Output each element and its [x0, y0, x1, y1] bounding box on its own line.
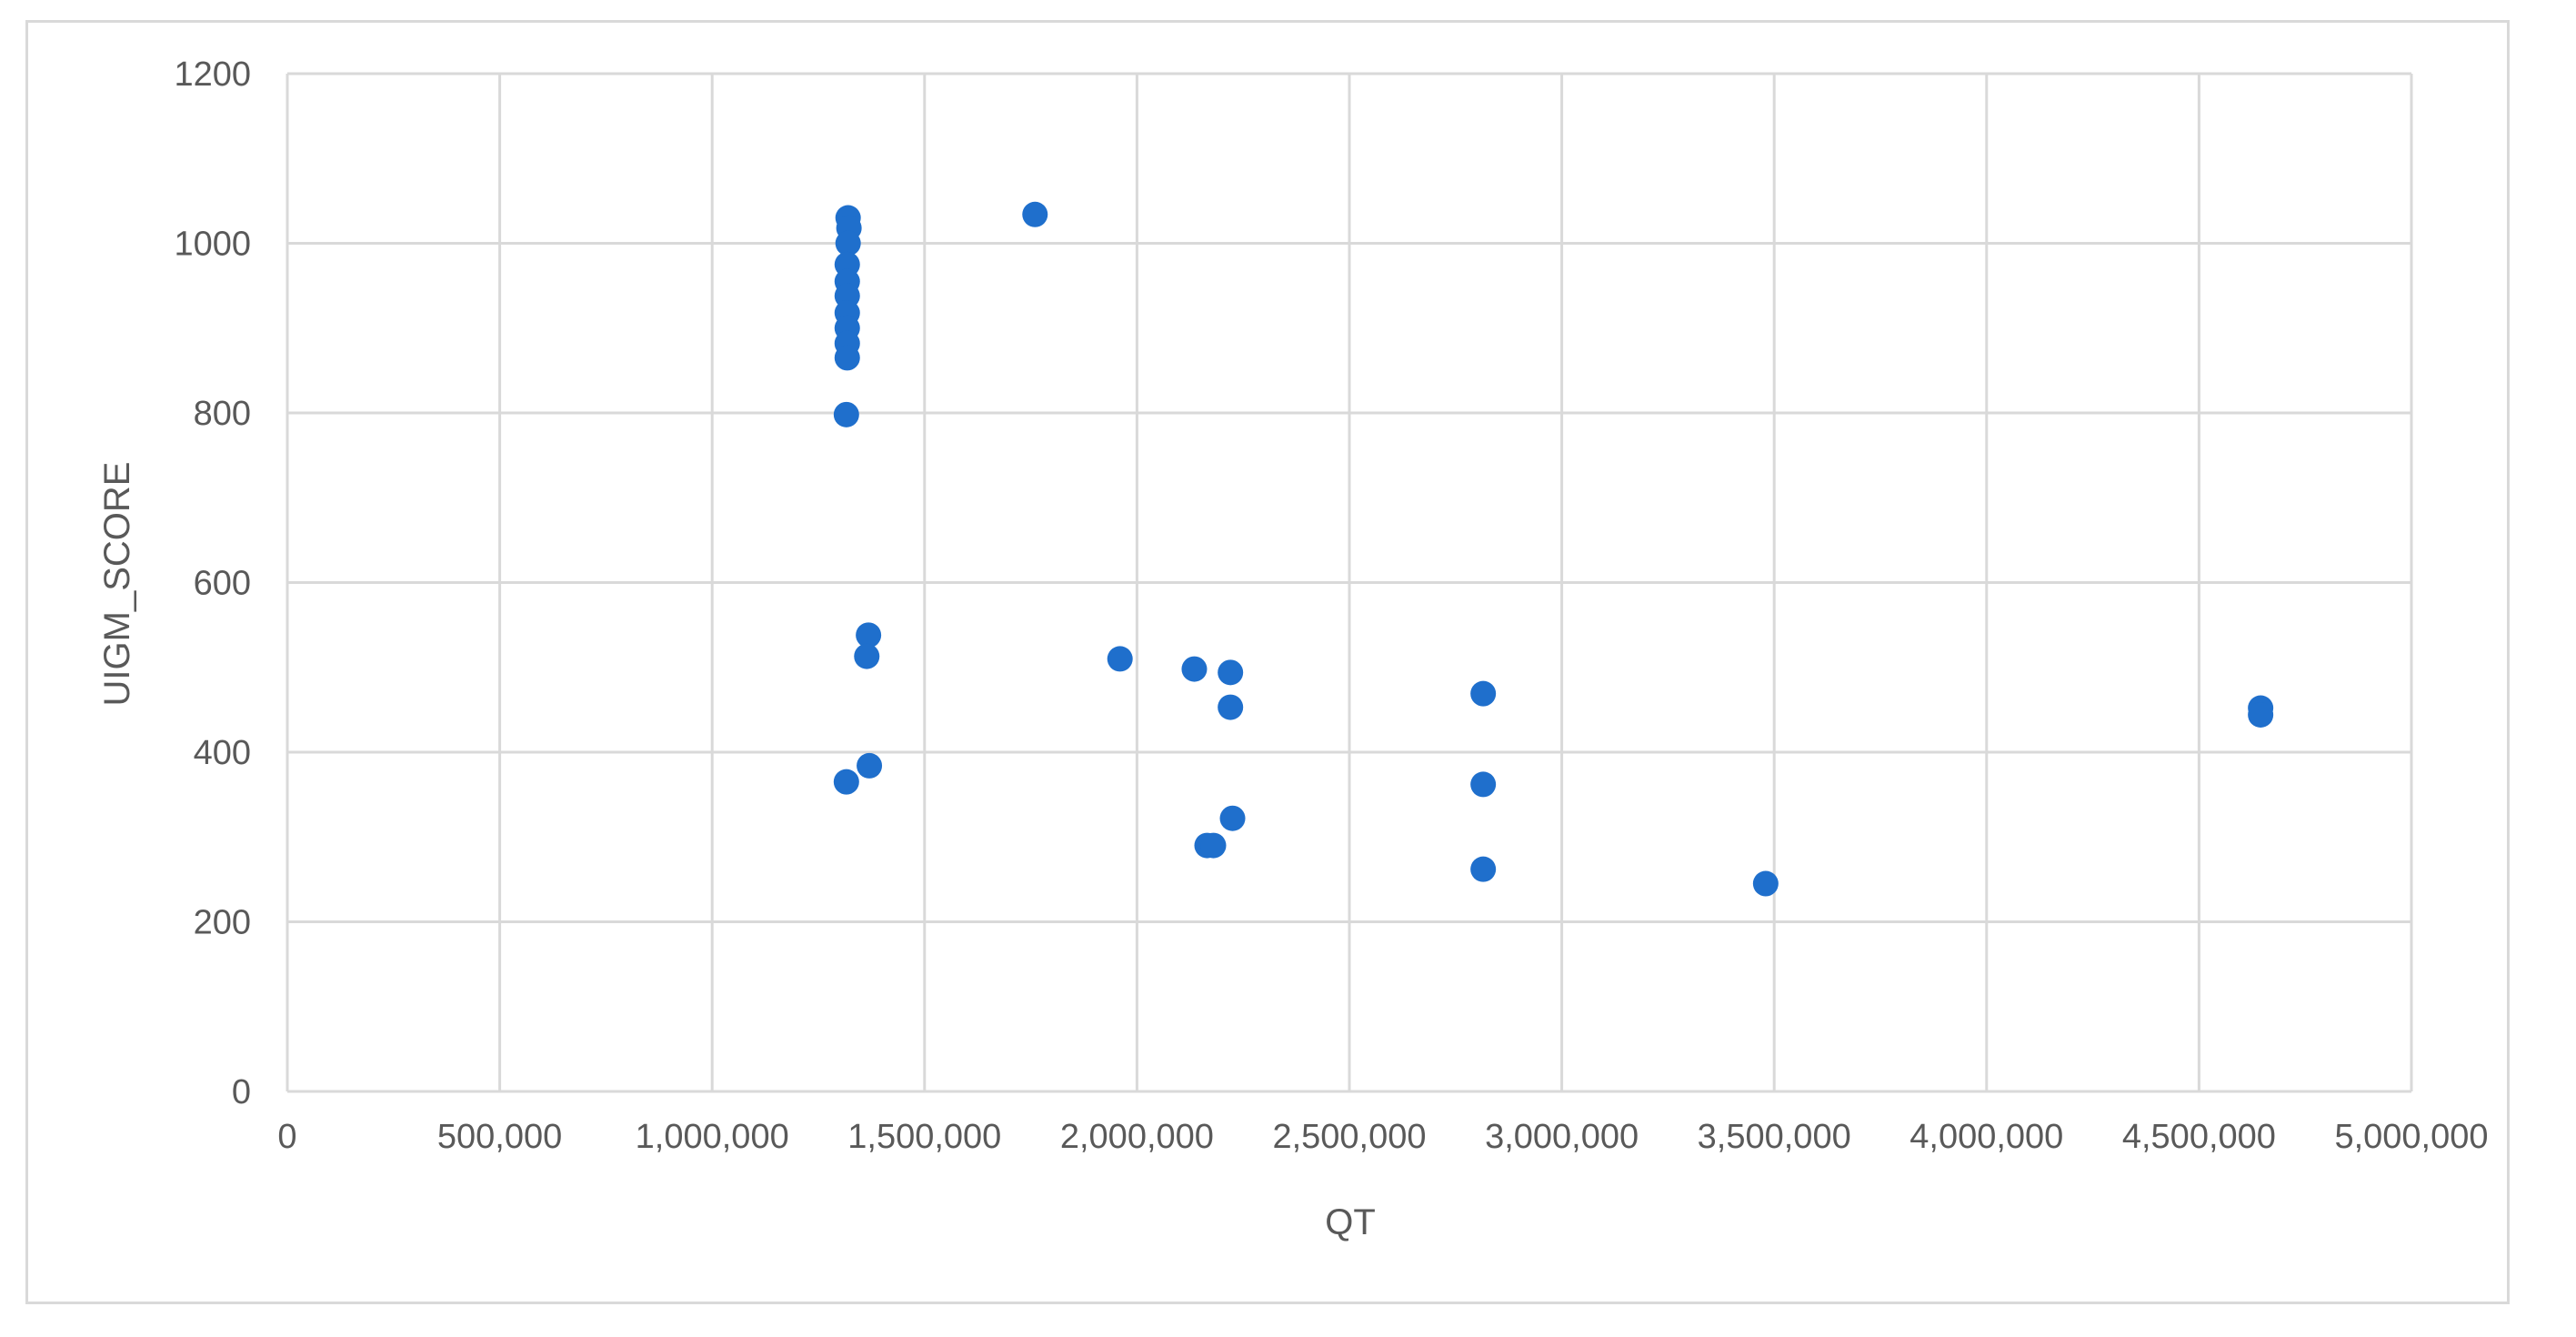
- x-tick-labels: 0 500,000 1,000,000 1,500,000 2,000,000 2,500…: [277, 1118, 2488, 1156]
- data-point: [1022, 201, 1048, 227]
- data-points: [833, 201, 2274, 897]
- y-tick-label: 400: [194, 734, 251, 772]
- y-axis-title: UIGM_SCORE: [97, 462, 137, 707]
- y-tick-labels: 0 200 400 600 800 1000 1200: [174, 55, 251, 1111]
- data-point: [1752, 870, 1779, 897]
- data-point: [856, 622, 882, 648]
- data-point: [854, 643, 880, 669]
- x-tick-label: 0: [277, 1118, 296, 1156]
- x-tick-label: 500,000: [437, 1118, 562, 1156]
- x-tick-label: 2,000,000: [1060, 1118, 1214, 1156]
- data-point: [2248, 701, 2274, 728]
- x-tick-label: 2,500,000: [1272, 1118, 1426, 1156]
- axes: [286, 74, 2411, 1093]
- data-point: [1218, 694, 1244, 720]
- data-point: [1470, 771, 1497, 798]
- data-point: [833, 401, 859, 427]
- x-tick-label: 4,500,000: [2122, 1118, 2276, 1156]
- y-tick-label: 600: [194, 565, 251, 603]
- data-point: [834, 345, 860, 371]
- data-point: [1200, 832, 1227, 859]
- y-tick-label: 200: [194, 904, 251, 942]
- data-point: [1470, 680, 1497, 707]
- x-axis-title: QT: [1325, 1202, 1376, 1242]
- grid-lines: [287, 72, 2413, 1091]
- x-tick-label: 3,500,000: [1698, 1118, 1851, 1156]
- data-point: [833, 769, 859, 795]
- y-tick-label: 800: [194, 395, 251, 433]
- x-tick-label: 4,000,000: [1909, 1118, 2063, 1156]
- data-point: [1107, 646, 1133, 672]
- data-point: [1470, 856, 1497, 882]
- y-tick-label: 1200: [174, 55, 251, 94]
- x-tick-label: 3,000,000: [1485, 1118, 1639, 1156]
- x-tick-label: 1,500,000: [847, 1118, 1001, 1156]
- y-tick-label: 1000: [174, 226, 251, 264]
- data-point: [1181, 656, 1208, 682]
- x-tick-label: 5,000,000: [2334, 1118, 2488, 1156]
- data-point: [857, 752, 883, 779]
- data-point: [835, 230, 861, 256]
- y-tick-label: 0: [232, 1073, 251, 1111]
- x-tick-label: 1,000,000: [636, 1118, 789, 1156]
- data-point: [1218, 659, 1244, 686]
- data-point: [1219, 805, 1246, 831]
